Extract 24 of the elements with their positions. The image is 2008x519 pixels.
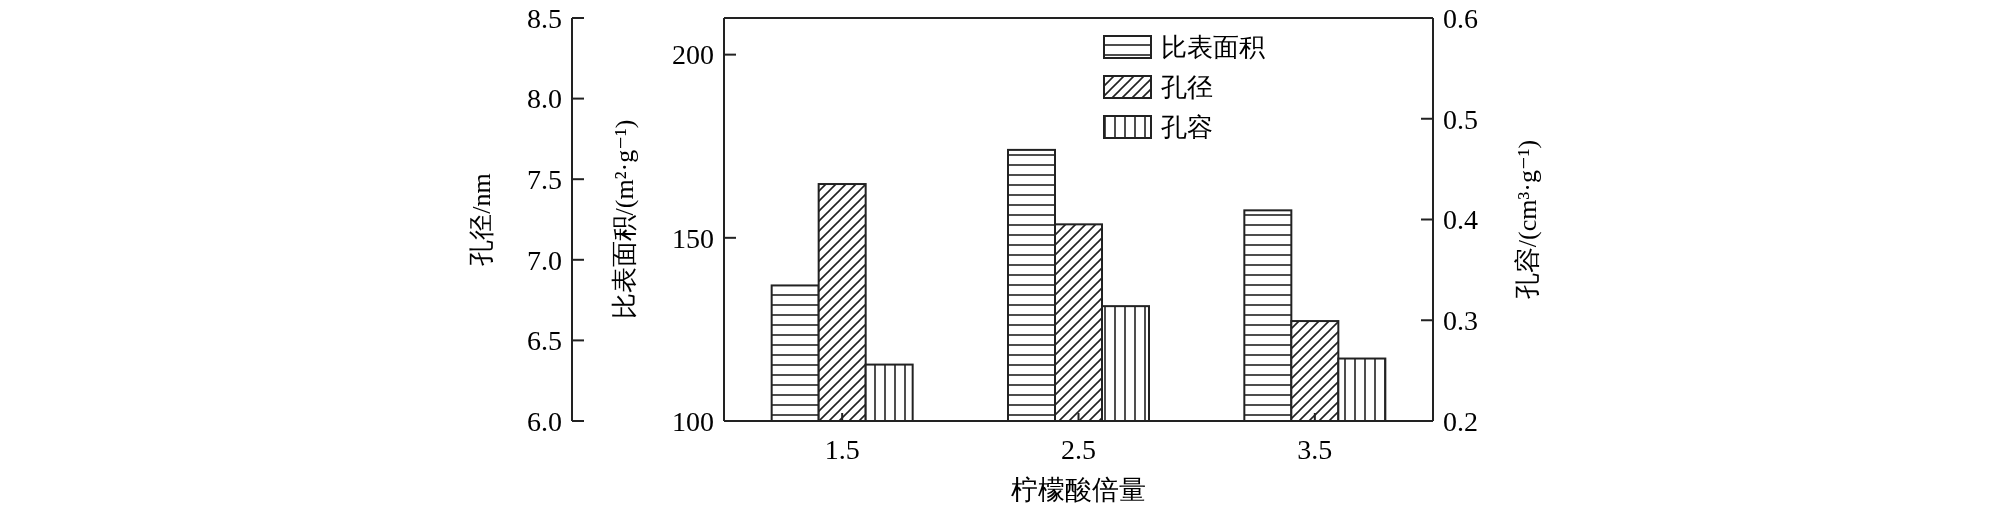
- y2-tick-label: 0.6: [1443, 2, 1478, 34]
- y-tick-label: 100: [672, 405, 714, 437]
- y2-tick-label: 0.2: [1443, 405, 1478, 437]
- y2-tick-label: 0.5: [1443, 103, 1478, 135]
- x-tick-label: 1.5: [824, 434, 860, 465]
- y2-axis-title: 孔容/(cm³·g⁻¹): [1513, 139, 1543, 300]
- y3-tick-label: 7.5: [527, 164, 562, 195]
- y2-tick-label: 0.3: [1443, 305, 1478, 337]
- x-tick-label: 3.5: [1297, 434, 1333, 465]
- x-tick-label: 2.5: [1061, 434, 1096, 465]
- y2-tick-label: 0.4: [1443, 204, 1478, 236]
- y3-tick-label: 8.5: [527, 2, 562, 34]
- y-axis-title: 比表面积/(m²·g⁻¹): [610, 119, 640, 320]
- y3-tick-label: 6.5: [527, 325, 562, 357]
- legend-label: 孔容: [1161, 113, 1213, 143]
- x-axis-title: 柠檬酸倍量: [1011, 475, 1146, 505]
- y3-tick-label: 8.0: [527, 83, 562, 115]
- y-tick-label: 200: [672, 39, 714, 71]
- y-tick-label: 150: [672, 222, 714, 254]
- y3-tick-label: 6.0: [527, 405, 562, 437]
- legend-label: 比表面积: [1161, 33, 1265, 63]
- y3-tick-label: 7.0: [527, 244, 562, 276]
- y3-axis-title: 孔径/nm: [467, 173, 497, 266]
- legend-label: 孔径: [1161, 73, 1213, 103]
